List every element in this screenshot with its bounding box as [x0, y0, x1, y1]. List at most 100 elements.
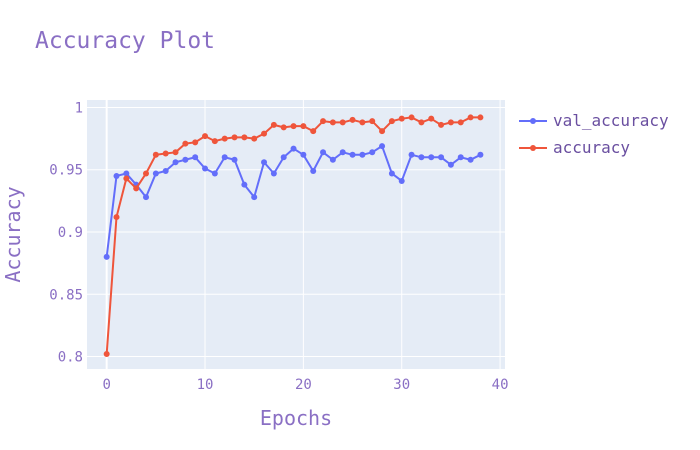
grid: [87, 100, 505, 369]
data-point: [457, 119, 464, 126]
legend-label: val_accuracy: [553, 111, 669, 130]
y-tick-label: 0.85: [49, 287, 83, 303]
x-tick-label: 20: [295, 377, 312, 393]
data-point: [270, 170, 277, 177]
data-point: [172, 149, 179, 156]
data-point: [261, 159, 268, 166]
data-point: [467, 156, 474, 163]
legend-item-val-accuracy[interactable]: val_accuracy: [519, 111, 669, 130]
plot-area: [87, 100, 505, 369]
legend-item-accuracy[interactable]: accuracy: [519, 138, 630, 157]
data-point: [428, 154, 435, 161]
data-point: [143, 194, 150, 201]
y-axis-title: Accuracy: [1, 186, 25, 282]
data-point: [477, 114, 484, 121]
data-point: [123, 175, 130, 182]
data-point: [398, 177, 405, 184]
legend[interactable]: val_accuracy accuracy: [519, 111, 669, 157]
data-point: [280, 154, 287, 161]
data-point: [359, 151, 366, 158]
data-point: [388, 170, 395, 177]
y-tick-label: 0.95: [49, 163, 83, 179]
data-point: [339, 119, 346, 126]
x-axis-title: Epochs: [260, 406, 332, 430]
data-point: [182, 156, 189, 163]
data-point: [300, 123, 307, 130]
data-point: [329, 119, 336, 126]
data-point: [369, 149, 376, 156]
data-point: [202, 133, 209, 140]
data-point: [339, 149, 346, 156]
data-point: [270, 121, 277, 128]
data-point: [408, 151, 415, 158]
data-point: [329, 156, 336, 163]
data-point: [349, 116, 356, 123]
data-point: [349, 151, 356, 158]
data-point: [300, 151, 307, 158]
y-tick-label: 1: [75, 100, 83, 116]
data-point: [211, 170, 218, 177]
data-point: [320, 149, 327, 156]
data-point: [241, 134, 248, 141]
data-point: [113, 214, 120, 221]
data-point: [290, 123, 297, 130]
data-point: [182, 140, 189, 147]
y-tick-label: 0.8: [58, 350, 83, 366]
data-point: [202, 165, 209, 172]
y-tick-label: 0.9: [58, 225, 83, 241]
chart-title: Accuracy Plot: [35, 28, 216, 54]
data-point: [103, 253, 110, 260]
data-point: [398, 115, 405, 122]
data-point: [388, 118, 395, 125]
data-point: [320, 118, 327, 125]
data-point: [152, 151, 159, 158]
x-axis-ticks: 0 10 20 30 40: [102, 377, 508, 393]
series-val-accuracy: [103, 143, 484, 260]
data-point: [379, 143, 386, 150]
data-point: [428, 115, 435, 122]
series-accuracy: [103, 114, 484, 358]
data-point: [438, 121, 445, 128]
data-point: [290, 145, 297, 152]
data-point: [192, 154, 199, 161]
data-point: [447, 161, 454, 168]
data-point: [192, 139, 199, 146]
data-point: [251, 135, 258, 142]
data-point: [172, 159, 179, 166]
data-point: [211, 138, 218, 145]
data-point: [123, 170, 130, 177]
x-tick-label: 10: [197, 377, 214, 393]
data-point: [310, 167, 317, 174]
data-point: [241, 181, 248, 188]
data-point: [408, 114, 415, 121]
legend-label: accuracy: [553, 138, 630, 157]
data-point: [261, 130, 268, 137]
data-point: [467, 114, 474, 121]
data-point: [447, 119, 454, 126]
data-point: [251, 194, 258, 201]
data-point: [162, 150, 169, 157]
data-point: [103, 351, 110, 358]
data-point: [221, 135, 228, 142]
x-tick-label: 40: [492, 377, 509, 393]
data-point: [221, 154, 228, 161]
data-point: [418, 119, 425, 126]
data-point: [231, 134, 238, 141]
data-point: [438, 154, 445, 161]
data-point: [477, 151, 484, 158]
x-tick-label: 0: [102, 377, 110, 393]
data-point: [457, 154, 464, 161]
data-point: [133, 185, 140, 192]
x-tick-label: 30: [393, 377, 410, 393]
series-layer: [103, 114, 484, 358]
data-point: [113, 172, 120, 179]
data-point: [143, 170, 150, 177]
data-point: [418, 154, 425, 161]
legend-marker: [530, 145, 536, 151]
data-point: [152, 170, 159, 177]
data-point: [310, 128, 317, 135]
data-point: [280, 124, 287, 131]
data-point: [162, 167, 169, 174]
legend-marker: [530, 118, 536, 124]
